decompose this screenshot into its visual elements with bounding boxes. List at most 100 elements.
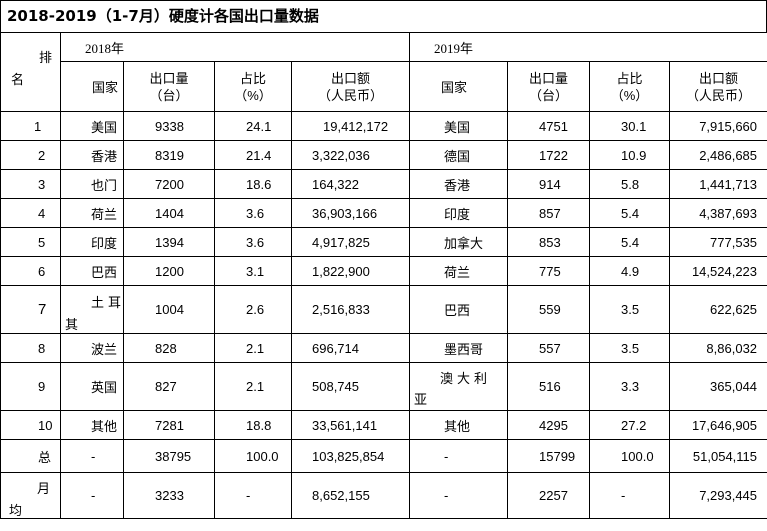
share-cell-2019: 100.0 <box>589 439 671 473</box>
share-cell-2018: 3.6 <box>214 198 292 228</box>
table-row: 8 波兰 828 2.1 696,714 墨西哥 557 3.5 8,86,03… <box>0 333 767 363</box>
value-cell-2018: 696,714 <box>290 333 411 363</box>
share-cell-2018: 2.6 <box>214 285 292 334</box>
value-cell-2018: 8,652,155 <box>290 472 411 519</box>
country-text-part2: 亚 <box>414 392 428 407</box>
monthly-avg-row: 月 均 - 3233 - 8,652,155 - 2257 - 7,293,44… <box>0 472 767 519</box>
table-row: 7 土耳 其 1004 2.6 2,516,833 巴西 559 3.5 622… <box>0 285 767 334</box>
qty-cell-2018: 827 <box>123 362 215 411</box>
monthly-avg-label: 月 均 <box>0 472 61 519</box>
country-cell-2019: 澳大利 亚 <box>409 362 509 411</box>
value-cell-2018: 508,745 <box>290 362 411 411</box>
rank-label-bottom: 名 <box>11 72 25 87</box>
country-header-2018: 国家 <box>60 61 124 112</box>
table-row: 3 也门 7200 18.6 164,322 香港 914 5.8 1,441,… <box>0 169 767 199</box>
country-cell-2019: 德国 <box>409 140 509 170</box>
rank-cell: 2 <box>0 140 61 170</box>
share-cell-2019: - <box>589 472 671 519</box>
country-cell-2019: 其他 <box>409 410 509 440</box>
value-cell-2019: 777,535 <box>669 227 767 257</box>
total-row: 总 - 38795 100.0 103,825,854 - 15799 100.… <box>0 439 767 473</box>
country-cell-2018: 荷兰 <box>60 198 124 228</box>
qty-cell-2018: 828 <box>123 333 215 363</box>
value-cell-2018: 103,825,854 <box>290 439 411 473</box>
share-header-line2: （%） <box>234 87 272 103</box>
monthly-avg-label-part2: 均 <box>9 503 23 518</box>
qty-cell-2018: 7281 <box>123 410 215 440</box>
country-cell-2018: 英国 <box>60 362 124 411</box>
qty-cell-2018: 8319 <box>123 140 215 170</box>
value-cell-2018: 19,412,172 <box>290 111 411 141</box>
share-cell-2019: 3.3 <box>589 362 671 411</box>
rank-cell: 6 <box>0 256 61 286</box>
share-cell-2019: 3.5 <box>589 285 671 334</box>
country-cell-2018: 印度 <box>60 227 124 257</box>
share-cell-2019: 10.9 <box>589 140 671 170</box>
country-cell-2019: 印度 <box>409 198 509 228</box>
value-cell-2018: 164,322 <box>290 169 411 199</box>
qty-header-line1: 出口量 <box>529 70 569 86</box>
value-cell-2018: 1,822,900 <box>290 256 411 286</box>
year-header-row: 排 名 2018年 2019年 <box>0 32 767 112</box>
qty-cell-2019: 775 <box>507 256 591 286</box>
share-cell-2018: 3.6 <box>214 227 292 257</box>
share-cell-2019: 30.1 <box>589 111 671 141</box>
qty-cell-2018: 1004 <box>123 285 215 334</box>
value-cell-2019: 365,044 <box>669 362 767 411</box>
year-2019-header: 2019年 <box>409 32 767 62</box>
rank-cell: 3 <box>0 169 61 199</box>
table-title: 2018-2019（1-7月）硬度计各国出口量数据 <box>0 0 767 33</box>
table-row: 4 荷兰 1404 3.6 36,903,166 印度 857 5.4 4,38… <box>0 198 767 228</box>
country-cell-2018: 美国 <box>60 111 124 141</box>
country-cell-2019: - <box>409 439 509 473</box>
rank-header: 排 名 <box>0 32 61 112</box>
country-cell-2018: 其他 <box>60 410 124 440</box>
qty-cell-2019: 4751 <box>507 111 591 141</box>
qty-cell-2018: 1404 <box>123 198 215 228</box>
value-cell-2019: 4,387,693 <box>669 198 767 228</box>
country-cell-2018: - <box>60 439 124 473</box>
country-cell-2018: 也门 <box>60 169 124 199</box>
rank-cell: 8 <box>0 333 61 363</box>
country-cell-2018: 巴西 <box>60 256 124 286</box>
value-cell-2019: 51,054,115 <box>669 439 767 473</box>
qty-cell-2019: 516 <box>507 362 591 411</box>
total-label: 总 <box>0 439 61 473</box>
value-header-2018: 出口额 （人民币） <box>290 61 411 112</box>
qty-cell-2018: 3233 <box>123 472 215 519</box>
qty-cell-2019: 914 <box>507 169 591 199</box>
qty-cell-2018: 1394 <box>123 227 215 257</box>
value-cell-2019: 17,646,905 <box>669 410 767 440</box>
share-header-line1: 占比 <box>616 70 643 86</box>
qty-cell-2019: 1722 <box>507 140 591 170</box>
qty-cell-2019: 559 <box>507 285 591 334</box>
qty-header-line2: （台） <box>529 87 569 103</box>
rank-cell: 9 <box>0 362 61 411</box>
share-cell-2018: 21.4 <box>214 140 292 170</box>
rank-cell: 10 <box>0 410 61 440</box>
table-row: 9 英国 827 2.1 508,745 澳大利 亚 516 3.3 365,0… <box>0 362 767 411</box>
rank-cell: 7 <box>0 285 61 334</box>
table-row: 2 香港 8319 21.4 3,322,036 德国 1722 10.9 2,… <box>0 140 767 170</box>
table-row: 1 美国 9338 24.1 19,412,172 美国 4751 30.1 7… <box>0 111 767 141</box>
qty-cell-2018: 1200 <box>123 256 215 286</box>
qty-cell-2018: 38795 <box>123 439 215 473</box>
share-cell-2018: 18.8 <box>214 410 292 440</box>
value-cell-2019: 7,293,445 <box>669 472 767 519</box>
monthly-avg-label-part1: 月 <box>37 481 51 496</box>
share-header-2018: 占比 （%） <box>214 61 292 112</box>
year-2018-header: 2018年 <box>59 32 411 62</box>
qty-cell-2019: 557 <box>507 333 591 363</box>
share-cell-2018: 100.0 <box>214 439 292 473</box>
table-row: 10 其他 7281 18.8 33,561,141 其他 4295 27.2 … <box>0 410 767 440</box>
share-cell-2019: 4.9 <box>589 256 671 286</box>
share-cell-2019: 5.8 <box>589 169 671 199</box>
country-text-part1: 土耳 <box>91 295 124 310</box>
table-row: 6 巴西 1200 3.1 1,822,900 荷兰 775 4.9 14,52… <box>0 256 767 286</box>
value-cell-2018: 33,561,141 <box>290 410 411 440</box>
qty-cell-2019: 853 <box>507 227 591 257</box>
country-cell-2019: - <box>409 472 509 519</box>
table-row: 5 印度 1394 3.6 4,917,825 加拿大 853 5.4 777,… <box>0 227 767 257</box>
share-header-line1: 占比 <box>239 70 266 86</box>
share-header-line2: （%） <box>610 87 649 103</box>
